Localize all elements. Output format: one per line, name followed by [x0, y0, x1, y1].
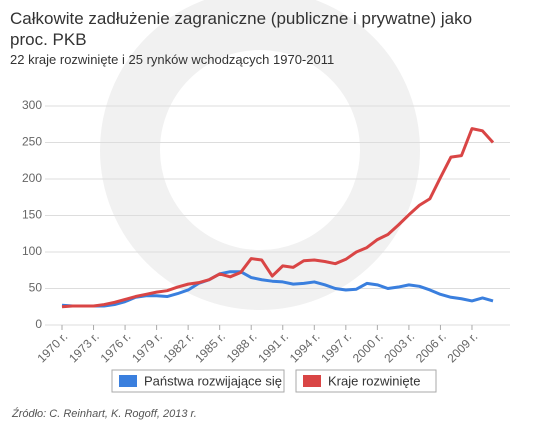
y-tick-label: 0 [35, 317, 42, 331]
x-tick-label: 1997 r. [318, 329, 354, 365]
legend-label: Państwa rozwijające się [144, 373, 282, 388]
chart-title: Całkowite zadłużenie zagraniczne (public… [10, 9, 473, 49]
y-tick-label: 250 [22, 135, 42, 149]
legend: Państwa rozwijające się Kraje rozwinięte [111, 369, 437, 393]
y-tick-label: 100 [22, 244, 42, 258]
y-tick-label: 300 [22, 98, 42, 112]
x-tick-label: 2006 r. [413, 329, 449, 365]
chart-subtitle: 22 kraje rozwinięte i 25 rynków wchodząc… [10, 52, 335, 67]
series-line [61, 127, 495, 309]
y-tick-label: 150 [22, 208, 42, 222]
x-tick-label: 1991 r. [255, 329, 291, 365]
x-tick-label: 2000 r. [350, 329, 386, 365]
x-tick-label: 1979 r. [129, 329, 165, 365]
legend-box [295, 369, 437, 393]
legend-swatch [303, 375, 321, 387]
x-tick-label: 1973 r. [66, 329, 102, 365]
x-tick-label: 1985 r. [192, 329, 228, 365]
x-tick-label: 1988 r. [224, 329, 260, 365]
source: Źródło: C. Reinhart, K. Rogoff, 2013 r. [12, 408, 197, 420]
y-tick-label: 50 [29, 281, 43, 295]
y-tick-label: 200 [22, 171, 42, 185]
legend-box [111, 369, 285, 393]
x-tick-label: 2003 r. [381, 329, 417, 365]
legend-label: Kraje rozwinięte [328, 373, 421, 388]
x-tick-label: 1970 r. [35, 329, 71, 365]
x-tick-label: 1982 r. [161, 329, 197, 365]
legend-swatch [119, 375, 137, 387]
x-tick-label: 2009 r. [444, 329, 480, 365]
x-tick-label: 1976 r. [98, 329, 134, 365]
x-tick-label: 1994 r. [287, 329, 323, 365]
